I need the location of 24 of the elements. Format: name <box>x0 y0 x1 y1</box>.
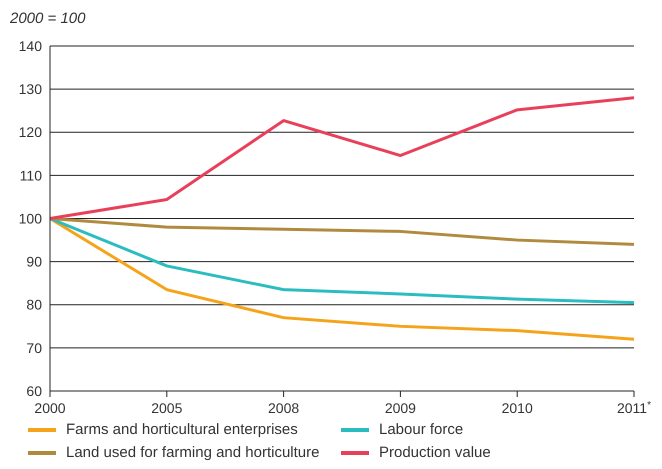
x-tick-label: 2009 <box>384 400 416 416</box>
legend-label: Production value <box>379 444 491 461</box>
legend-label: Land used for farming and horticulture <box>66 444 320 461</box>
y-tick-label: 110 <box>20 167 42 184</box>
y-tick-label: 90 <box>26 254 42 270</box>
x-tick-label: 2011$^{*}$ <box>616 400 652 416</box>
legend-label: Labour force <box>379 421 464 438</box>
line-series <box>48 217 636 341</box>
line-series <box>48 217 636 304</box>
y-tick-label: 140 <box>18 38 42 54</box>
y-tick-label: 60 <box>26 382 42 399</box>
x-tick-label: 2008 <box>268 400 300 416</box>
x-tick-label: 2010 <box>502 400 533 416</box>
line-series <box>48 96 636 220</box>
x-tick-label: 2005 <box>151 400 183 416</box>
y-axis-title: 2000 = 100 <box>10 10 86 27</box>
y-tick-label: 80 <box>26 296 42 313</box>
legend-label: Farms and horticultural enterprises <box>66 421 298 438</box>
y-tick-label: 70 <box>26 340 42 356</box>
y-tick-label: 100 <box>18 210 42 226</box>
x-tick-label: 2000 <box>34 400 66 416</box>
y-tick-label: 120 <box>18 124 42 140</box>
line-series <box>48 217 636 246</box>
y-tick-label: 130 <box>18 81 42 98</box>
